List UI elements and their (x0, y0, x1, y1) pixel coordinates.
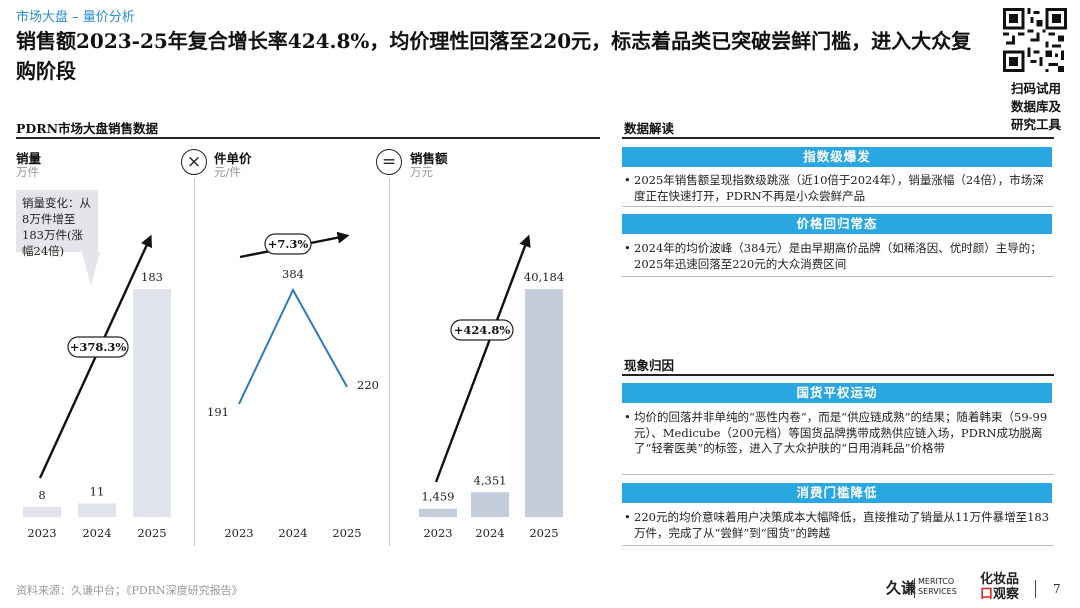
qr-caption-line: 数据库及 (1010, 99, 1061, 114)
breadcrumb: 市场大盘 – 量价分析 (16, 10, 135, 25)
callout-pointer (82, 252, 100, 286)
qr-code-icon (1003, 8, 1067, 72)
metric-title-sales: 销售额 (410, 151, 448, 166)
bar (525, 289, 563, 517)
bar-value-label: 1,459 (422, 490, 455, 504)
growth-badge (450, 319, 514, 341)
bar (78, 503, 116, 517)
qr-caption-line: 扫码试用 (1010, 81, 1061, 96)
meritco-logo-sub-line: MERITCO (918, 577, 955, 586)
x-tick-label: 2024 (82, 526, 111, 540)
banner-price-normalization: 价格回归常态 (622, 214, 1052, 234)
metric-unit-volume: 万件 (16, 165, 39, 179)
bar (419, 508, 457, 517)
right-section-rule-1 (622, 137, 1054, 139)
bullet-rule (622, 276, 1054, 277)
cosmetics-logo-line: 口观察 (980, 587, 1019, 602)
volume-callout: 销量变化：从8万件增至183万件(涨幅24倍) (16, 190, 98, 258)
growth-badge (67, 336, 129, 358)
left-section-rule (16, 137, 600, 139)
bullet-rule (622, 474, 1054, 475)
growth-badge (264, 233, 312, 255)
banner-lower-threshold: 消费门槛降低 (622, 483, 1052, 503)
bar (471, 492, 509, 517)
panel-divider (389, 178, 390, 546)
bar-value-label: 40,184 (524, 270, 564, 284)
x-tick-label: 2023 (27, 526, 56, 540)
meritco-logo-sub-line: SERVICES (918, 587, 957, 596)
equals-icon: = (376, 149, 402, 175)
bar-value-label: 8 (38, 488, 45, 502)
qr-caption-line: 研究工具 (1010, 117, 1061, 132)
cosmetics-logo-accent: 口 (980, 587, 994, 602)
left-section-title: PDRN市场大盘销售数据 (16, 121, 159, 136)
bar-value-label: 4,351 (474, 473, 507, 487)
bullet-lower-threshold: 220元的均价意味着用户决策成本大幅降低，直接推动了销量从11万件暴增至183万… (622, 510, 1054, 541)
footer-source: 资料来源：久谦中台；《PDRN深度研究报告》 (16, 584, 243, 597)
x-tick-label: 2025 (529, 526, 558, 540)
footer-separator (1035, 580, 1036, 598)
banner-domestic-brands: 国货平权运动 (622, 383, 1052, 403)
growth-label: +424.8% (454, 323, 511, 337)
qr-caption: 扫码试用 数据库及 研究工具 (998, 80, 1074, 134)
logo-separator (914, 578, 915, 598)
x-tick-label: 2024 (475, 526, 504, 540)
sales-charts: 8 2023 11 2024 183 2025 1,459 2023 4,351 2024 40,1… (23, 231, 564, 540)
x-tick-label: 2024 (278, 526, 307, 540)
metric-unit-sales: 万元 (410, 165, 433, 179)
growth-arrow (434, 234, 531, 483)
metric-title-volume: 销量 (16, 151, 42, 166)
bullet-rule (622, 545, 1054, 546)
x-tick-label: 2023 (423, 526, 452, 540)
bullet-domestic-brands: 均价的回落并非单纯的“恶性内卷”，而是“供应链成熟”的结果；随着韩束（59-99… (622, 410, 1054, 457)
bullet-rule (622, 206, 1054, 207)
line-value-label: 191 (207, 405, 229, 419)
bar (133, 289, 171, 517)
line-value-label: 220 (357, 378, 379, 392)
banner-exponential-growth: 指数级爆发 (622, 147, 1052, 167)
cosmetics-logo-line-text: 观察 (993, 587, 1020, 602)
x-tick-label: 2025 (137, 526, 166, 540)
x-tick-label: 2025 (332, 526, 361, 540)
meritco-logo-sub: MERITCO SERVICES (918, 577, 957, 597)
x-tick-label: 2023 (224, 526, 253, 540)
bullet-price-normalization: 2024年的均价波峰（384元）是由早期高价品牌（如稀洛因、优时颜）主导的；20… (622, 241, 1054, 272)
panel-divider (194, 178, 195, 546)
cosmetics-observer-logo: 化妆品 口观察 (980, 572, 1019, 602)
right-section-rule-2 (622, 374, 1054, 376)
right-section-title-2: 现象归因 (624, 358, 675, 373)
metric-unit-unit-price: 元/件 (214, 165, 241, 179)
metric-title-unit-price: 件单价 (214, 151, 252, 166)
bullet-exponential-growth: 2025年销售额呈现指数级跳涨（近10倍于2024年），销量涨幅（24倍），市场… (622, 173, 1054, 204)
meritco-logo: 久谦 (886, 579, 917, 597)
price-line (238, 287, 348, 405)
page-number: 7 (1053, 582, 1061, 596)
bar (23, 507, 61, 517)
line-value-label: 384 (282, 267, 304, 281)
growth-label: +378.3% (70, 340, 127, 354)
bar-value-label: 183 (141, 270, 163, 284)
cosmetics-logo-line: 化妆品 (980, 572, 1020, 587)
growth-label: +7.3% (268, 237, 309, 251)
page-title: 销售额2023-25年复合增长率424.8%，均价理性回落至220元，标志着品类… (16, 29, 972, 83)
bar-value-label: 11 (90, 484, 105, 498)
growth-arrow (38, 234, 152, 479)
right-section-title-1: 数据解读 (624, 121, 675, 136)
multiply-icon: × (181, 149, 207, 175)
